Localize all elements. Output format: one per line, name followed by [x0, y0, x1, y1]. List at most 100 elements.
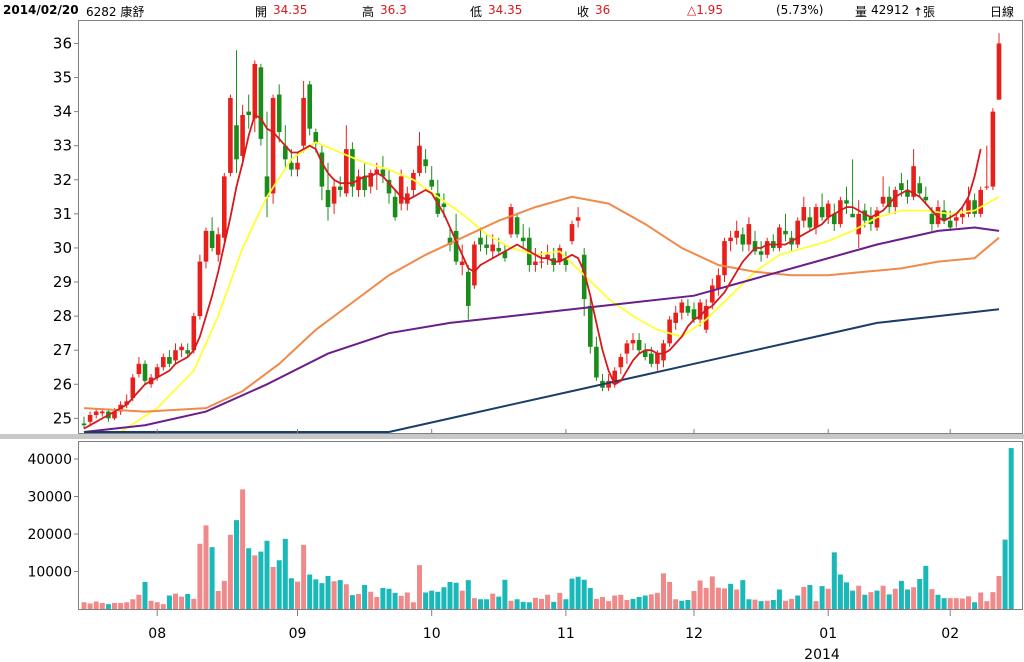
volume-bar	[581, 579, 587, 609]
volume-bar	[398, 595, 404, 609]
candle-body	[87, 414, 93, 422]
candle-body	[588, 305, 593, 347]
volume-bar	[87, 603, 93, 609]
volume-bar	[435, 591, 441, 609]
month-label: 01	[819, 626, 837, 642]
volume-bar	[234, 520, 239, 609]
candle-body	[716, 275, 721, 289]
candle-body	[179, 346, 184, 351]
price-tick-label: 25	[53, 409, 72, 427]
volume-bar	[966, 596, 971, 609]
volume-bar	[917, 579, 923, 609]
change-value: △1.95	[687, 3, 723, 17]
candle-body	[746, 224, 752, 245]
volume-bar	[612, 595, 618, 609]
candle-body	[905, 190, 910, 197]
month-label: 08	[148, 626, 166, 642]
candle-body	[630, 339, 636, 344]
candle-body	[923, 196, 929, 201]
candle-body	[325, 190, 331, 208]
volume-bar	[972, 602, 978, 609]
candle-body	[331, 186, 337, 204]
volume-bar	[606, 601, 612, 609]
quote-info-bar: 2014/02/20 6282 康舒 開 34.35 高 36.3 低 34.3…	[0, 0, 1024, 20]
volume-bar	[856, 585, 862, 609]
candle-body	[240, 115, 245, 156]
volume-bar	[801, 586, 807, 609]
candle-body	[502, 251, 508, 259]
month-axis: 08 09 10 11 12 01 02	[148, 429, 959, 642]
candle-body	[185, 350, 190, 354]
volume-bar	[880, 585, 886, 609]
volume-bar	[905, 589, 910, 609]
volume-bar	[752, 599, 758, 609]
candle-body	[703, 305, 709, 330]
candle-body	[594, 346, 599, 378]
volume-bar	[258, 551, 264, 609]
candle-body	[447, 237, 453, 245]
candle-body	[612, 370, 617, 385]
volume-bar	[173, 593, 178, 609]
candle-body	[283, 145, 288, 160]
candle-body	[807, 217, 813, 228]
volume-bar	[490, 593, 496, 609]
volume-bar	[514, 599, 520, 609]
month-label: 12	[685, 626, 703, 642]
volume-bar	[136, 594, 142, 609]
candle-body	[374, 169, 380, 173]
volume-bar	[502, 579, 508, 609]
candle-body	[398, 176, 404, 204]
candle-body	[423, 159, 428, 167]
high-value: 36.3	[380, 3, 407, 17]
volume-bar	[471, 598, 477, 609]
volume-bar	[929, 589, 935, 609]
candle-body	[496, 247, 502, 252]
volume-panel-frame	[78, 441, 1023, 610]
candle-body	[941, 210, 947, 221]
volume-bar	[593, 598, 599, 609]
volume-bar	[301, 544, 307, 609]
candle-body	[801, 207, 807, 221]
volume-bar	[783, 600, 788, 609]
candle-body	[667, 319, 672, 344]
candle-body	[929, 213, 935, 225]
candle-body	[972, 200, 977, 214]
volume-bar	[825, 588, 831, 609]
candle-body	[441, 203, 447, 208]
candle-body	[276, 94, 282, 133]
price-axis: 25 26 27 28 29 30 31 32 33 34 35 36	[53, 34, 78, 427]
month-label: 02	[941, 626, 959, 642]
volume-bar	[215, 591, 221, 609]
candle-body	[411, 172, 416, 191]
volume-bar	[118, 603, 124, 609]
volume-bar	[453, 582, 459, 609]
volume-bar	[209, 547, 215, 609]
volume-bar	[984, 601, 990, 609]
volume-bar	[831, 552, 837, 609]
low-value: 34.35	[488, 3, 523, 17]
candle-body	[710, 285, 715, 303]
volume-bar	[282, 538, 288, 609]
candle-body	[679, 302, 685, 313]
volume-bar	[288, 578, 294, 609]
candles-layer	[81, 33, 1002, 429]
volume-bar	[996, 576, 1002, 609]
month-label: 10	[423, 626, 441, 642]
low-label: 低	[470, 5, 483, 19]
volume-bar	[154, 602, 160, 609]
candle-body	[124, 401, 129, 405]
year-label: 2014	[804, 647, 840, 662]
volume-bar	[93, 601, 99, 609]
volume-bar	[624, 600, 630, 609]
change-percent: (5.73%)	[776, 3, 824, 17]
volume-bar	[496, 596, 502, 609]
price-tick-label: 29	[53, 273, 72, 291]
volume-bar	[295, 581, 300, 609]
candle-body	[832, 213, 837, 225]
candle-body	[649, 353, 654, 364]
volume-bar	[947, 598, 953, 609]
candle-body	[984, 186, 990, 188]
volume-bar	[203, 525, 209, 609]
candle-body	[301, 97, 306, 146]
